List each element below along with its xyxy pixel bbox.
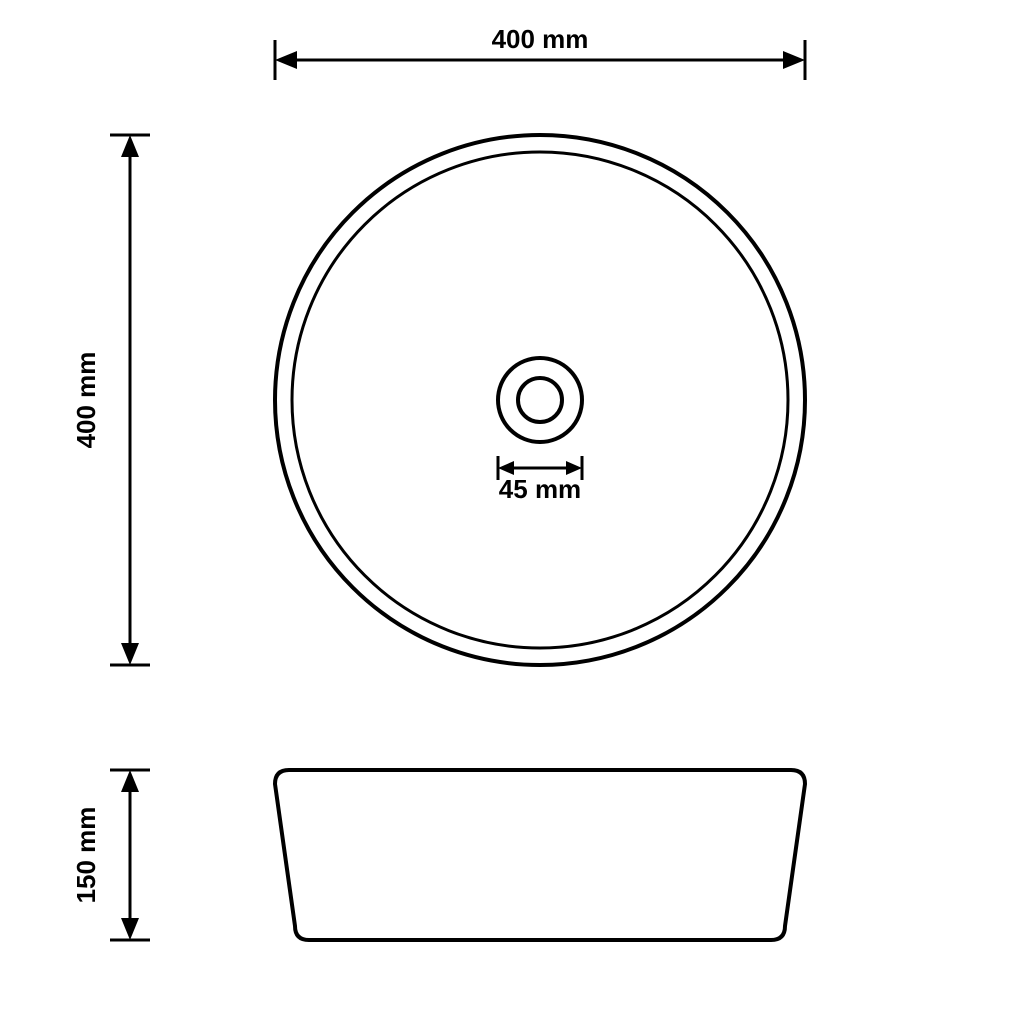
arrowhead-icon xyxy=(275,51,297,69)
arrowhead-icon xyxy=(121,135,139,157)
basin-outer-circle xyxy=(275,135,805,665)
arrowhead-icon xyxy=(121,918,139,940)
dimension-height-left: 400 mm xyxy=(71,135,150,665)
arrowhead-icon xyxy=(566,461,582,475)
dimension-width-top: 400 mm xyxy=(275,24,805,80)
basin-inner-rim-circle xyxy=(292,152,788,648)
side-profile xyxy=(275,770,805,940)
top-view xyxy=(275,135,805,665)
arrowhead-icon xyxy=(121,770,139,792)
dimension-side-height: 150 mm xyxy=(71,770,150,940)
dim-label: 400 mm xyxy=(492,24,589,54)
dimension-drain: 45 mm xyxy=(498,456,582,504)
arrowhead-icon xyxy=(121,643,139,665)
dim-label: 400 mm xyxy=(71,352,101,449)
dim-label: 150 mm xyxy=(71,807,101,904)
drain-outer-circle xyxy=(498,358,582,442)
dim-label: 45 mm xyxy=(499,474,581,504)
arrowhead-icon xyxy=(783,51,805,69)
drain-inner-circle xyxy=(518,378,562,422)
arrowhead-icon xyxy=(498,461,514,475)
